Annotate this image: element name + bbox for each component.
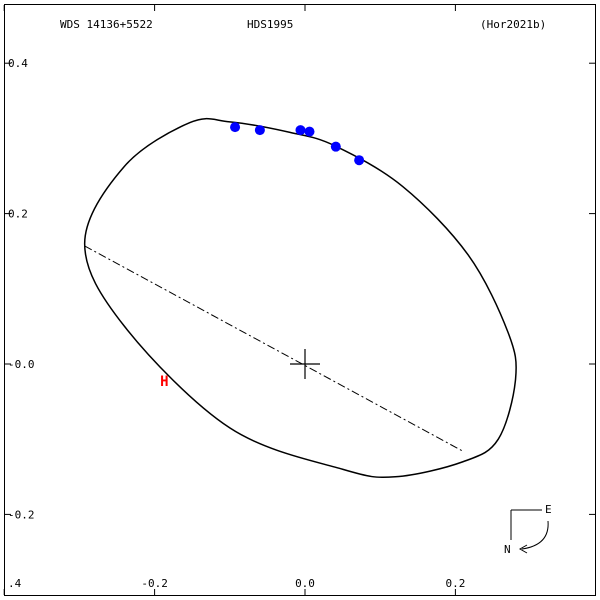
observation-point — [330, 141, 341, 152]
y-tick-label: -0.0 — [8, 358, 35, 371]
orbit-ellipse — [83, 117, 517, 479]
observation-point — [354, 155, 365, 166]
plot-frame — [4, 4, 596, 596]
compass-east-label: E — [545, 503, 552, 516]
axes: 0.4 0.2 -0.0 -0.2 .4 -0.2 0.0 0.2 — [3, 5, 595, 595]
compass-north-label: N — [504, 543, 511, 556]
observation-point — [230, 122, 241, 133]
compass: E N — [504, 503, 552, 556]
line-of-nodes — [84, 245, 464, 452]
orbit-layer — [83, 117, 517, 479]
reference-label: (Hor2021b) — [480, 18, 546, 31]
h-reference-marker: H — [160, 374, 168, 390]
y-tick-label: 0.4 — [8, 57, 28, 70]
observation-point — [295, 125, 306, 136]
observations-layer: H — [160, 122, 365, 390]
observation-point — [254, 125, 265, 136]
compass-arrow-head — [518, 544, 528, 554]
system-id-label: WDS 14136+5522 — [60, 18, 153, 31]
discoverer-label: HDS1995 — [247, 18, 293, 31]
observation-point — [304, 126, 315, 137]
x-tick-label: .4 — [8, 577, 22, 590]
compass-rotation-arc — [521, 520, 549, 550]
x-tick-label: 0.0 — [295, 577, 315, 590]
y-tick-label: 0.2 — [8, 208, 28, 221]
x-tick-label: 0.2 — [445, 577, 465, 590]
y-tick-label: -0.2 — [8, 508, 35, 521]
x-tick-label: -0.2 — [141, 577, 168, 590]
